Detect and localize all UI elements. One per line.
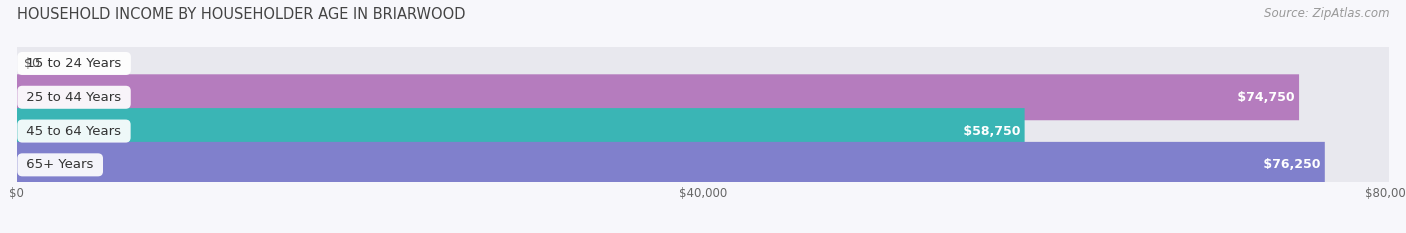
- Text: HOUSEHOLD INCOME BY HOUSEHOLDER AGE IN BRIARWOOD: HOUSEHOLD INCOME BY HOUSEHOLDER AGE IN B…: [17, 7, 465, 22]
- Text: $58,750: $58,750: [959, 125, 1025, 137]
- FancyBboxPatch shape: [17, 142, 1324, 188]
- Text: Source: ZipAtlas.com: Source: ZipAtlas.com: [1264, 7, 1389, 20]
- FancyBboxPatch shape: [17, 142, 1389, 188]
- FancyBboxPatch shape: [17, 108, 1025, 154]
- FancyBboxPatch shape: [17, 74, 1389, 120]
- FancyBboxPatch shape: [17, 74, 1299, 120]
- FancyBboxPatch shape: [17, 108, 1389, 154]
- FancyBboxPatch shape: [17, 41, 1389, 86]
- Text: 15 to 24 Years: 15 to 24 Years: [22, 57, 127, 70]
- Text: 25 to 44 Years: 25 to 44 Years: [22, 91, 125, 104]
- Text: $76,250: $76,250: [1258, 158, 1324, 171]
- Text: 45 to 64 Years: 45 to 64 Years: [22, 125, 125, 137]
- Text: 65+ Years: 65+ Years: [22, 158, 98, 171]
- Text: $0: $0: [24, 57, 39, 70]
- Text: $74,750: $74,750: [1233, 91, 1299, 104]
